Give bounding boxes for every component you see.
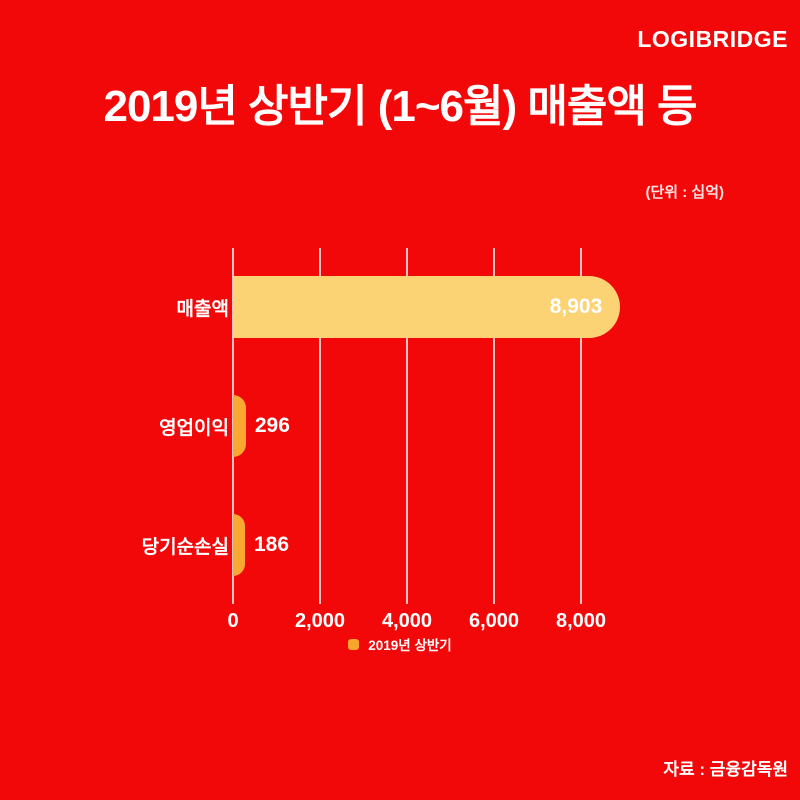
gridline-6000 <box>493 248 495 604</box>
page-title: 2019년 상반기 (1~6월) 매출액 등 <box>103 82 697 131</box>
x-tick-label: 8,000 <box>555 610 607 632</box>
bar-value-label: 296 <box>254 414 290 437</box>
bar-3 <box>233 514 245 576</box>
category-label: 당기순손실 <box>141 537 229 558</box>
chart-row-3: 당기순손실 186 <box>85 486 725 605</box>
x-tick-label: 2,000 <box>294 610 346 632</box>
x-tick-label: 4,000 <box>381 610 433 632</box>
gridline-2000 <box>319 248 321 604</box>
x-tick-label: 6,000 <box>468 610 520 632</box>
bar-value-label: 186 <box>254 533 290 556</box>
bar-1: 8,903 <box>233 276 621 338</box>
gridline-4000 <box>406 248 408 604</box>
brand-logo: LOGIBRIDGE <box>637 26 788 52</box>
category-label: 영업이익 <box>159 418 229 439</box>
legend-marker-icon <box>348 638 360 650</box>
category-label: 매출액 <box>176 299 229 320</box>
chart-legend: 2019년 상반기 <box>0 634 800 654</box>
bar-value-label: 8,903 <box>549 295 603 318</box>
gridline-8000 <box>580 248 582 604</box>
x-tick-label: 0 <box>227 610 239 632</box>
chart-row-1: 매출액 8,903 <box>85 248 725 367</box>
legend-label: 2019년 상반기 <box>368 638 452 653</box>
bar-chart: 0 2,000 4,000 6,000 8,000 매출액 8,903 영업이익 296 당기순손… <box>85 248 725 632</box>
bar-2 <box>233 395 246 457</box>
data-source: 자료 : 금융감독원 <box>663 760 788 779</box>
chart-row-2: 영업이익 296 <box>85 367 725 486</box>
unit-note: (단위 : 십억) <box>645 184 724 201</box>
